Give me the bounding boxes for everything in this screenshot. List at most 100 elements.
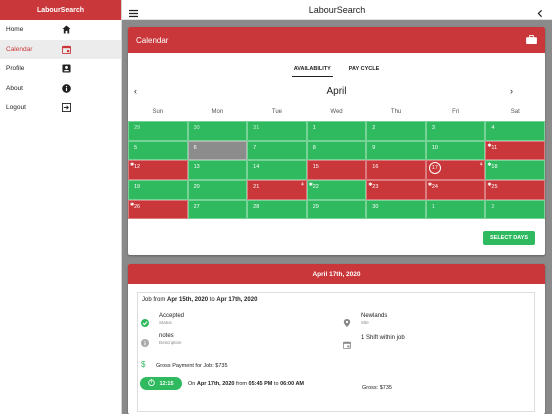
weekday-label: Fri xyxy=(452,109,460,115)
shift-date: Apr 17th, 2020 xyxy=(196,381,235,387)
calendar-day[interactable]: 9 xyxy=(366,140,426,161)
asterisk-icon: ✱ xyxy=(487,182,492,189)
next-month-icon[interactable]: › xyxy=(510,86,513,96)
calendar-day[interactable]: 7 xyxy=(247,140,307,161)
calendar-day[interactable]: ✱ 26 xyxy=(128,199,188,220)
calendar-day-number: 20 xyxy=(193,184,200,191)
sidebar-item-home[interactable]: Home xyxy=(0,20,121,40)
status-field: Accepted Status xyxy=(141,313,185,327)
calendar-day[interactable]: 30 xyxy=(366,199,426,220)
calendar-day-number: 30 xyxy=(372,203,379,210)
calendar-day[interactable]: 29 xyxy=(306,199,367,220)
hamburger-menu-icon[interactable] xyxy=(129,5,138,18)
calendar-day-number: 14 xyxy=(253,164,260,171)
calendar-day-number: 26 xyxy=(134,203,141,210)
calendar-day[interactable]: 30 xyxy=(187,121,248,141)
calendar-day[interactable]: ✱ 12 xyxy=(128,160,188,181)
dollar-icon: $ xyxy=(141,360,146,369)
shift-count: 1 Shift within job xyxy=(361,335,405,341)
calendar-day-number: 1 xyxy=(312,125,316,131)
location-pin-icon xyxy=(343,314,351,327)
calendar-day[interactable]: 8 xyxy=(306,140,367,161)
gross-payment-text: Gross Payment for Job: $735 xyxy=(156,363,228,369)
calendar-day-number: 29 xyxy=(312,203,319,210)
calendar-day-number: 2 xyxy=(491,203,495,210)
calendar-day[interactable]: 5 xyxy=(128,140,188,161)
sidebar-item-calendar[interactable]: Calendar xyxy=(0,39,121,59)
calendar-day-number: 16 xyxy=(372,164,379,171)
calendar-day[interactable]: 10 xyxy=(425,140,486,161)
calendar-day[interactable]: 1 xyxy=(306,121,367,141)
job-from-date: Apr 15th, 2020 xyxy=(167,297,209,303)
shift-start: 05:45 PM xyxy=(248,381,273,387)
calendar-day[interactable]: 28 xyxy=(247,199,307,220)
tab-availability[interactable]: AVAILABILITY xyxy=(291,63,333,77)
calendar-day[interactable]: ✱ 24 xyxy=(425,180,486,200)
shift-prefix: On xyxy=(188,381,197,387)
calendar-day[interactable]: ✱ 25 xyxy=(485,180,545,200)
timer-button[interactable]: 12:15 xyxy=(140,377,182,390)
calendar-day[interactable]: 13 xyxy=(187,160,248,181)
sidebar-item-label: About xyxy=(6,84,23,92)
calendar-day[interactable]: 31 xyxy=(247,121,307,141)
briefcase-icon[interactable] xyxy=(526,34,537,46)
calendar-day-number: 13 xyxy=(193,164,200,171)
calendar-day[interactable]: 29 xyxy=(128,121,188,141)
calendar-day[interactable]: ✱ 11 xyxy=(485,140,545,161)
calendar-day[interactable]: 2 xyxy=(485,199,545,220)
calendar-day[interactable]: ✱ 23 xyxy=(366,180,426,200)
profile-icon xyxy=(62,64,71,73)
calendar-day-number: 23 xyxy=(372,184,379,191)
calendar-day-number: 25 xyxy=(491,184,498,191)
gross-total: Gross: $735 xyxy=(362,385,392,391)
sidebar-item-logout[interactable]: Logout xyxy=(0,98,121,118)
calendar-day[interactable]: ✱ 22 xyxy=(306,180,367,200)
info-icon xyxy=(141,334,149,347)
job-to-word: to xyxy=(208,297,217,303)
job-details: Job from Apr 15th, 2020 to Apr 17th, 202… xyxy=(137,292,535,412)
calendar-day-number: 28 xyxy=(253,203,260,210)
timer-value: 12:15 xyxy=(159,380,174,387)
calendar-day[interactable]: 27 xyxy=(187,199,248,220)
info-icon xyxy=(62,83,71,93)
sidebar-item-about[interactable]: About xyxy=(0,79,121,99)
calendar-day-number: 12 xyxy=(134,164,141,171)
site-label: Site xyxy=(361,320,369,325)
calendar-day[interactable]: 16 xyxy=(366,160,426,181)
app-title: LabourSearch xyxy=(308,5,366,15)
calendar-title: Calendar xyxy=(136,35,169,45)
shift-time-text: On Apr 17th, 2020 from 05:45 PM to 06:00… xyxy=(188,381,304,387)
calendar-day-number: 24 xyxy=(431,184,438,191)
calendar-day[interactable]: 3 xyxy=(425,121,486,141)
calendar-day[interactable]: ⚘ 21 xyxy=(247,180,307,200)
site-field: Newlands Site xyxy=(343,313,387,327)
calendar-day[interactable]: 1 xyxy=(425,199,486,220)
calendar-day[interactable]: ⚘ 17 xyxy=(425,160,486,181)
sidebar-item-label: Home xyxy=(6,26,24,34)
calendar-day[interactable]: 20 xyxy=(187,180,248,200)
sidebar-item-label: Logout xyxy=(6,104,26,112)
sidebar-title: LabourSearch xyxy=(0,0,121,20)
calendar-day[interactable]: 4 xyxy=(485,121,545,141)
calendar-day[interactable]: 15 xyxy=(306,160,367,181)
calendar-day[interactable]: 19 xyxy=(128,180,188,200)
back-chevron-icon[interactable] xyxy=(536,5,544,18)
calendar-day[interactable]: 14 xyxy=(247,160,307,181)
asterisk-icon: ✱ xyxy=(427,182,433,189)
calendar-day[interactable]: 2 xyxy=(366,121,426,141)
prev-month-icon[interactable]: ‹ xyxy=(134,86,137,96)
notes-value: notes xyxy=(159,333,174,339)
sidebar-item-profile[interactable]: Profile xyxy=(0,59,121,79)
month-label: April xyxy=(326,86,347,97)
calendar-grid: 29 30 31 1 2 3 4 5 6 7 8 9 10 ✱ 11 ✱ 12 13 14 15 16 ⚘ 17 ✱ 18 19 2… xyxy=(128,121,545,220)
tab-pay-cycle[interactable]: PAY CYCLE xyxy=(348,66,380,72)
status-value: Accepted xyxy=(159,313,185,319)
calendar-day[interactable]: 6 xyxy=(187,140,248,161)
asterisk-icon: ✱ xyxy=(308,182,313,189)
job-to-date: Apr 17th, 2020 xyxy=(216,297,258,303)
calendar-day[interactable]: ✱ 18 xyxy=(485,160,545,181)
calendar-day-number: 22 xyxy=(312,184,319,191)
select-days-button[interactable]: SELECT DAYS xyxy=(482,231,535,245)
sidebar-item-label: Profile xyxy=(6,65,25,73)
marker-icon: ⚘ xyxy=(300,182,305,189)
